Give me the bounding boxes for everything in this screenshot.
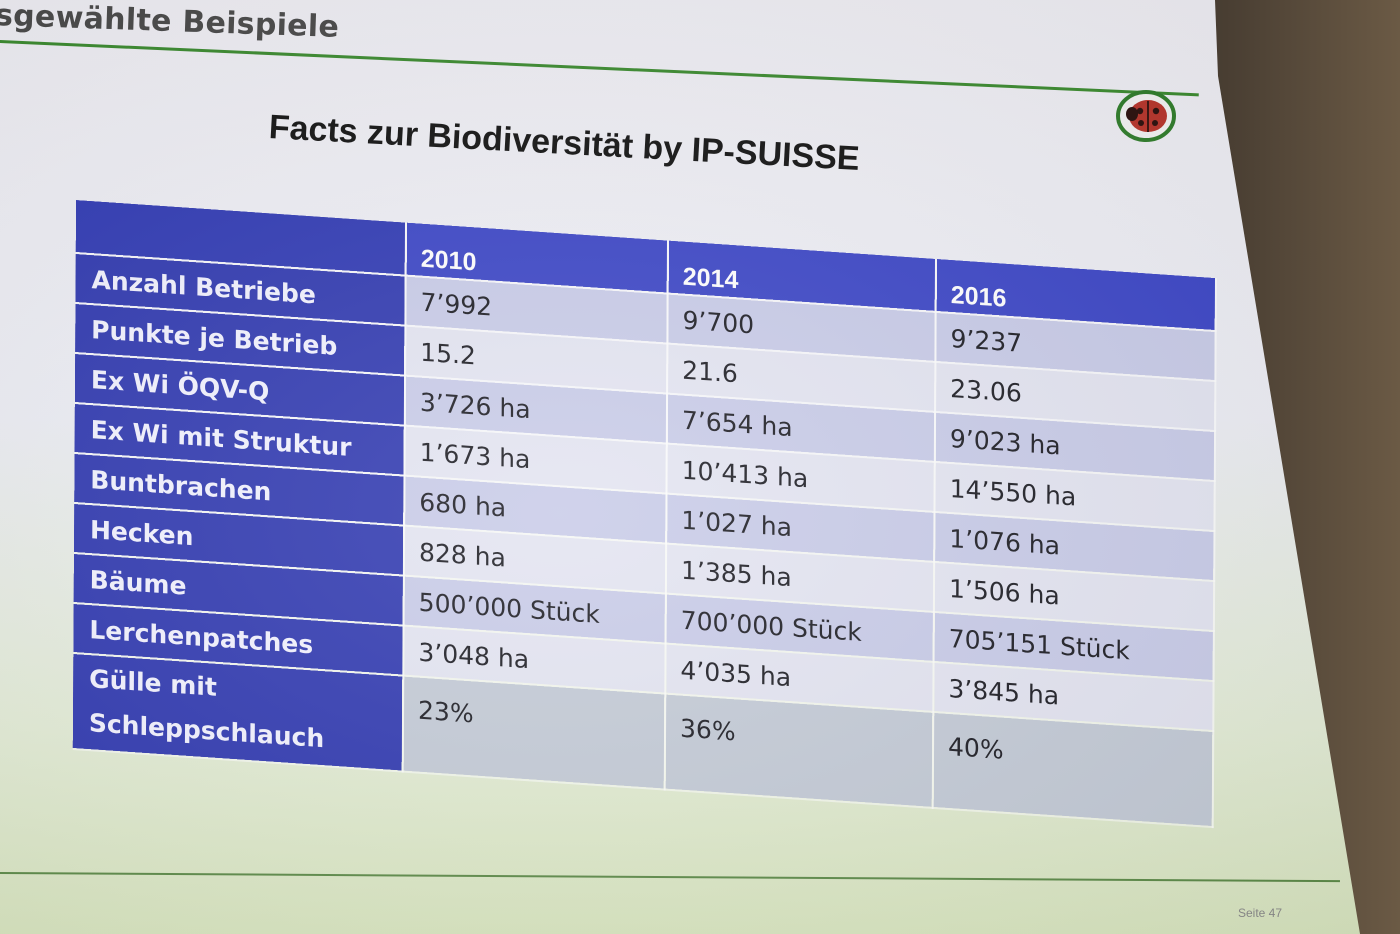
section-title: sgewählte Beispiele [0, 0, 340, 45]
table-cell: 36% [664, 693, 934, 808]
section-header: sgewählte Beispiele [0, 0, 1255, 86]
table-cell: 23% [402, 675, 666, 790]
page-number: Seite 47 [1238, 906, 1283, 920]
facts-table: 2010 2014 2016 Anzahl Betriebe 7’992 9’7… [72, 200, 1217, 828]
table-cell: 40% [932, 711, 1214, 828]
ladybug-logo-icon [1116, 90, 1176, 142]
slide-title: Facts zur Biodiversität by IP-SUISSE [267, 108, 861, 178]
footer-divider [0, 872, 1340, 883]
facts-table-container: 2010 2014 2016 Anzahl Betriebe 7’992 9’7… [72, 200, 1217, 828]
